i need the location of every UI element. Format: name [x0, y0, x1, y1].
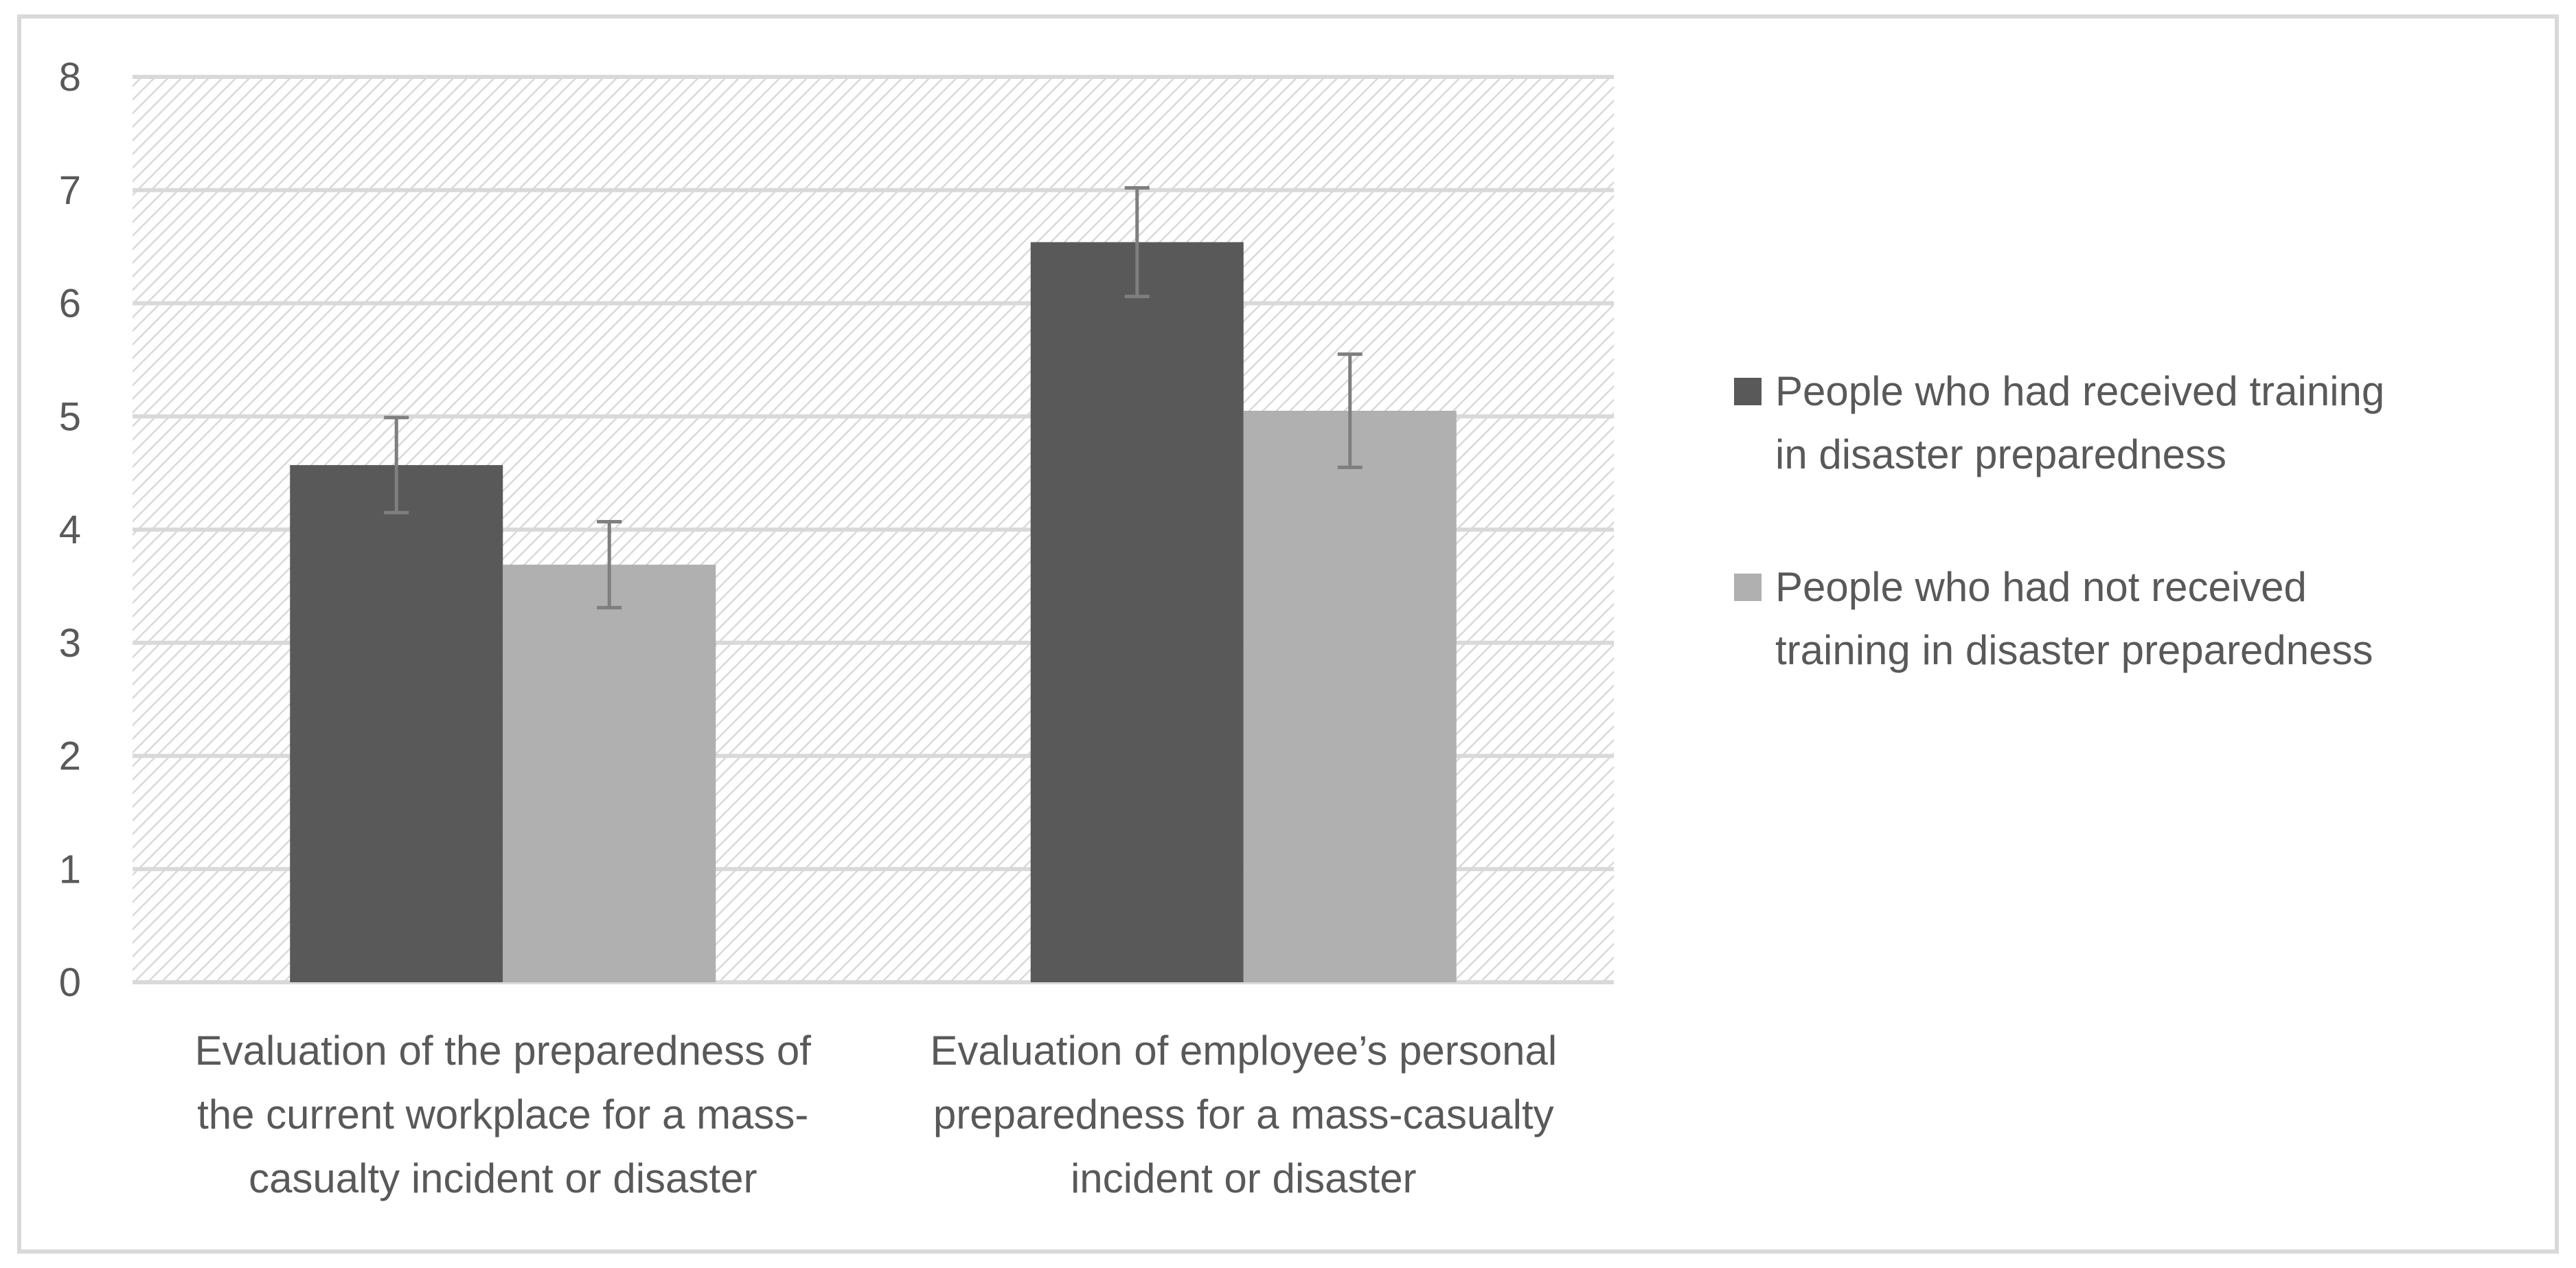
legend-swatch — [1734, 574, 1762, 601]
y-tick-label: 3 — [59, 621, 81, 666]
y-axis: 0 1 2 3 4 5 6 7 8 — [59, 55, 81, 1005]
y-tick-label: 0 — [59, 960, 81, 1005]
error-bar — [597, 519, 622, 610]
legend-label: People who had not received training in d… — [1775, 564, 2373, 673]
y-tick-label: 5 — [59, 394, 81, 439]
bars — [290, 242, 1457, 982]
error-bar — [384, 416, 409, 514]
y-tick-label: 8 — [59, 55, 81, 100]
bar — [503, 565, 716, 982]
y-tick-label: 4 — [59, 508, 81, 552]
bar — [1243, 411, 1457, 982]
legend-item: People who had not received training in d… — [1734, 564, 2373, 673]
error-bar — [1337, 352, 1363, 469]
y-tick-label: 6 — [59, 282, 81, 326]
bar — [290, 465, 503, 982]
error-bar — [1124, 185, 1150, 299]
error-bars — [384, 185, 1363, 610]
x-category-label: Evaluation of the preparedness of the cur… — [195, 1028, 812, 1201]
legend: People who had received training in disas… — [1734, 368, 2384, 673]
y-tick-label: 1 — [59, 847, 81, 892]
bar — [1030, 242, 1244, 982]
legend-swatch — [1734, 378, 1762, 405]
y-tick-label: 2 — [59, 734, 81, 779]
x-axis: Evaluation of the preparedness of the cur… — [195, 1028, 1558, 1201]
y-tick-label: 7 — [59, 168, 81, 213]
x-category-label: Evaluation of employee’s personal prepare… — [930, 1028, 1557, 1201]
legend-label: People who had received training in disas… — [1775, 368, 2384, 477]
legend-item: People who had received training in disas… — [1734, 368, 2384, 477]
